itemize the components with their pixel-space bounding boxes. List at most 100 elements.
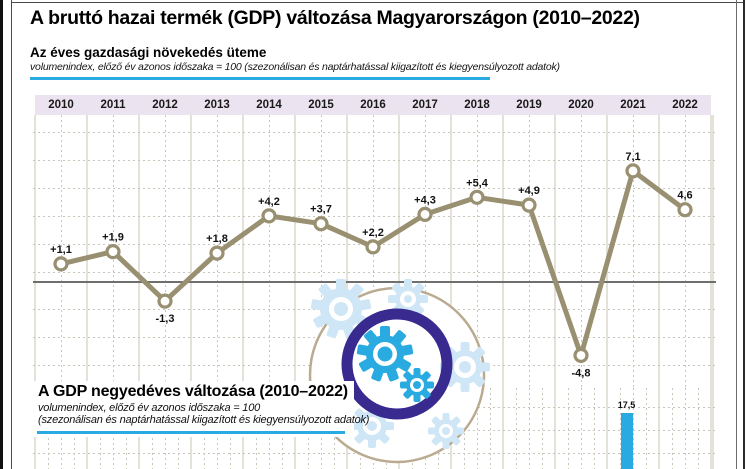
frame-top-line: [11, 2, 745, 3]
grid-line: [542, 388, 543, 469]
grid-line: [529, 115, 530, 388]
grid-line: [33, 272, 716, 273]
grid-line: [710, 388, 714, 469]
year-label: 2011: [100, 99, 126, 111]
grid-line: [321, 115, 322, 388]
data-point-label: 7,1: [625, 151, 640, 163]
frame-left-line: [11, 0, 12, 469]
grid-line: [438, 388, 439, 469]
cyan-rule-top: [30, 77, 490, 80]
grid-line: [138, 115, 140, 388]
grid-line: [646, 388, 647, 469]
quarterly-chart-note-1: volumenindex, előző év azonos időszaka =…: [38, 402, 261, 414]
grid-line: [373, 115, 374, 388]
grid-line: [217, 115, 218, 388]
grid-line: [398, 388, 400, 469]
gear-icon: [400, 368, 434, 402]
grid-line: [658, 115, 660, 388]
grid-line: [581, 115, 582, 388]
grid-line: [502, 115, 504, 388]
data-point-label: -4,8: [572, 367, 591, 379]
grid-line: [386, 388, 387, 469]
data-point-marker: [313, 216, 329, 232]
grid-line: [672, 388, 673, 469]
frame-right-line-inner: [736, 0, 737, 469]
grid-line: [529, 388, 530, 469]
data-point-label: +4,3: [414, 194, 436, 206]
data-point-label: +1,1: [50, 244, 72, 256]
grid-line: [33, 188, 716, 189]
data-point-label: +2,2: [362, 227, 384, 239]
year-label: 2018: [464, 99, 490, 111]
grid-line: [568, 388, 569, 469]
quarterly-chart-heading: A GDP negyedéves változása (2010–2022): [38, 383, 348, 400]
year-label: 2014: [256, 99, 282, 111]
gear-icon: [388, 279, 428, 319]
data-point-marker: [261, 208, 277, 224]
frame-left-edge: [0, 0, 3, 469]
data-point-marker: [625, 163, 641, 179]
grid-line: [33, 216, 716, 217]
grid-line: [61, 115, 62, 388]
quarterly-chart-note-2: (szezonálisan és naptárhatással kiigazít…: [38, 414, 370, 426]
data-point-marker: [209, 245, 225, 261]
year-label: 2020: [568, 99, 594, 111]
data-point-label: +4,9: [518, 185, 540, 197]
data-point-marker: [105, 244, 121, 260]
year-label: 2013: [204, 99, 230, 111]
grid-line: [398, 115, 400, 388]
grid-line: [360, 388, 361, 469]
annual-chart-note: volumenindex, előző év azonos időszaka =…: [30, 61, 560, 73]
indigo-ring: [341, 308, 453, 420]
year-label: 2016: [360, 99, 386, 111]
gear-icon: [440, 342, 490, 392]
grid-line: [33, 160, 716, 161]
grid-line: [477, 115, 478, 388]
gear-icon: [350, 404, 394, 448]
year-label: 2021: [620, 99, 646, 111]
quarterly-bar-label: 17,5: [617, 400, 636, 410]
grid-line: [33, 365, 716, 366]
year-label: 2010: [48, 99, 74, 111]
grid-line: [34, 115, 36, 388]
year-axis-band: 2010 2011 2012 2013 2014 2015 2016 2017 2018 2019…: [35, 95, 711, 115]
grid-line: [242, 115, 244, 388]
data-point-marker: [53, 256, 69, 272]
gear-icon: [310, 279, 372, 339]
year-label: 2012: [152, 99, 178, 111]
quarterly-chart-header: A GDP negyedéves változása (2010–2022) v…: [20, 381, 369, 437]
grid-line: [502, 388, 504, 469]
quarterly-bar-2021: [620, 413, 633, 469]
gear-icon: [356, 326, 414, 382]
data-point-marker: [417, 206, 433, 222]
grid-line: [450, 388, 452, 469]
grid-line: [412, 388, 413, 469]
frame-right-line-outer: [743, 0, 745, 469]
grid-line: [554, 388, 556, 469]
grid-line: [346, 115, 348, 388]
data-point-marker: [365, 239, 381, 255]
grid-line: [86, 115, 88, 388]
year-label: 2019: [516, 99, 542, 111]
data-point-label: -1,3: [156, 313, 175, 325]
gear-icon: [428, 413, 464, 449]
gdp-line: [58, 168, 688, 358]
grid-line: [33, 132, 716, 133]
grid-line: [477, 388, 478, 469]
grid-line: [581, 388, 582, 469]
grid-line: [490, 388, 491, 469]
grid-line: [606, 115, 608, 388]
grid-line: [606, 388, 608, 469]
grid-line: [33, 337, 716, 338]
grid-line: [516, 388, 517, 469]
grid-line: [554, 115, 556, 388]
grid-line: [685, 115, 686, 388]
grid-line: [594, 388, 595, 469]
grid-line: [165, 115, 166, 388]
grid-line: [113, 115, 114, 388]
data-point-label: +3,7: [310, 204, 332, 216]
page-title: A bruttó hazai termék (GDP) változása Ma…: [30, 7, 640, 29]
grid-line: [464, 388, 465, 469]
grid-line: [658, 388, 660, 469]
grid-line: [294, 115, 296, 388]
